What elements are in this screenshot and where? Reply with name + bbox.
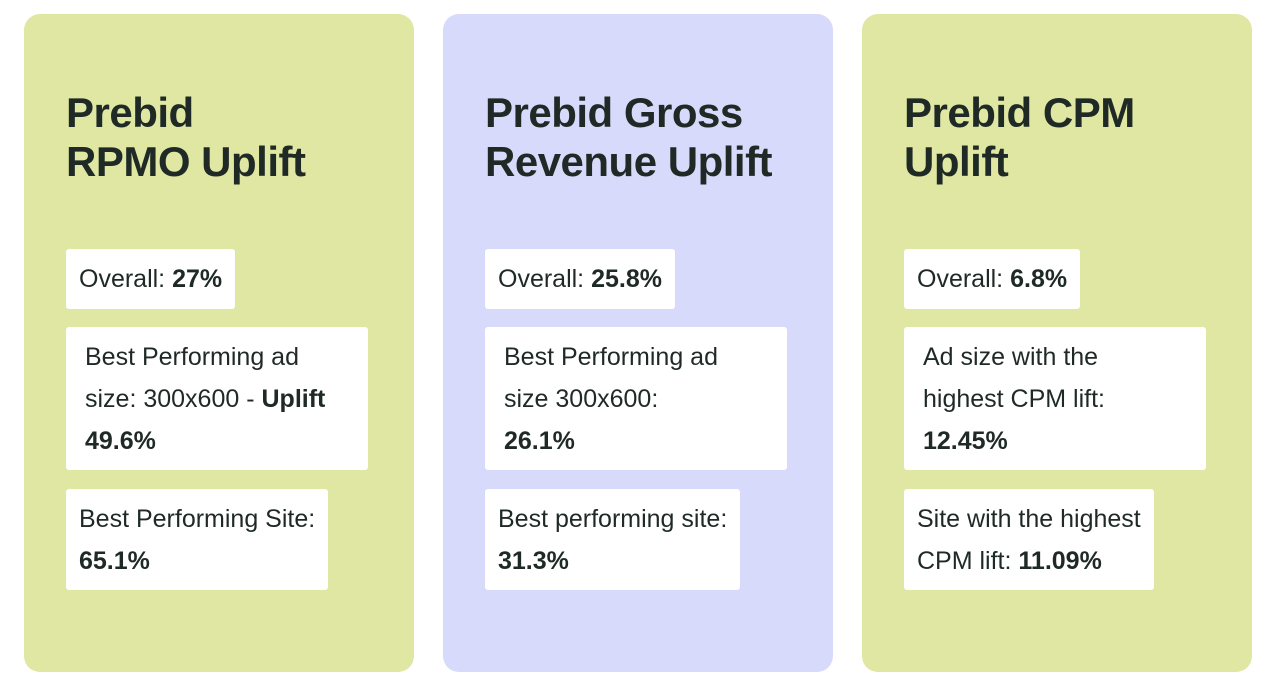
stat-line: size 300x600: (504, 378, 768, 420)
overall-stat-row: Overall: 27% (79, 258, 222, 300)
card-title: Prebid CPM Uplift (904, 88, 1135, 186)
stat-line: Best Performing ad (504, 343, 718, 371)
best-site-stat-box: Best performing site: 31.3% (485, 489, 741, 590)
card-title-line-2: Uplift (904, 138, 1009, 185)
overall-label: Overall: (79, 265, 173, 293)
card-title-line-2: Revenue Uplift (485, 138, 773, 185)
stat-line: size: 300x600 - Uplift (85, 378, 349, 420)
best-ad-size-stat-box: Ad size with the highest CPM lift: 12.45… (904, 327, 1206, 470)
stat-line: highest CPM lift: (923, 378, 1187, 420)
best-site-stat-box: Best Performing Site: 65.1% (66, 489, 329, 590)
overall-value: 27% (172, 265, 223, 293)
stat-value: 12.45% (923, 427, 1008, 455)
stat-line: Best Performing ad (85, 343, 299, 371)
overall-label: Overall: (917, 265, 1011, 293)
stat-value: 49.6% (85, 427, 156, 455)
card-gross-revenue-uplift: Prebid Gross Revenue Uplift Overall: 25.… (443, 14, 833, 672)
stat-line: Ad size with the (923, 343, 1099, 371)
card-title-line-1: Prebid (66, 89, 194, 136)
best-ad-size-stat-box: Best Performing ad size: 300x600 - Uplif… (66, 327, 368, 470)
overall-stat-box: Overall: 25.8% (485, 249, 675, 309)
stat-line: Best Performing Site: (79, 505, 316, 533)
card-title: Prebid RPMO Uplift (66, 88, 306, 186)
stat-line-bold: Uplift (261, 385, 326, 413)
stat-line: 65.1% (79, 540, 315, 582)
card-title: Prebid Gross Revenue Uplift (485, 88, 773, 186)
stat-value: 65.1% (79, 547, 150, 575)
overall-value: 25.8% (591, 265, 662, 293)
overall-stat-row: Overall: 6.8% (917, 258, 1067, 300)
stat-line: 31.3% (498, 540, 727, 582)
stat-line: Best performing site: (498, 505, 728, 533)
card-cpm-uplift: Prebid CPM Uplift Overall: 6.8% Ad size … (862, 14, 1252, 672)
stat-value: 26.1% (504, 427, 575, 455)
stat-value: 31.3% (498, 547, 569, 575)
stat-line: CPM lift: 11.09% (917, 540, 1141, 582)
stat-line-text: highest CPM lift: (923, 385, 1106, 413)
overall-stat-box: Overall: 27% (66, 249, 236, 309)
stat-value: 11.09% (1018, 547, 1102, 575)
stat-line-prefix: CPM lift: (917, 547, 1019, 575)
overall-stat-box: Overall: 6.8% (904, 249, 1081, 309)
overall-label: Overall: (498, 265, 592, 293)
overall-stat-row: Overall: 25.8% (498, 258, 662, 300)
card-title-line-1: Prebid Gross (485, 89, 743, 136)
stat-line: Site with the highest (917, 505, 1141, 533)
stat-line-text: size 300x600: (504, 385, 659, 413)
card-title-line-2: RPMO Uplift (66, 138, 306, 185)
card-title-line-1: Prebid CPM (904, 89, 1135, 136)
stat-line-text: size: 300x600 - (85, 385, 262, 413)
card-rpmo-uplift: Prebid RPMO Uplift Overall: 27% Best Per… (24, 14, 414, 672)
best-site-stat-box: Site with the highest CPM lift: 11.09% (904, 489, 1154, 590)
overall-value: 6.8% (1010, 265, 1068, 293)
best-ad-size-stat-box: Best Performing ad size 300x600: 26.1% (485, 327, 787, 470)
